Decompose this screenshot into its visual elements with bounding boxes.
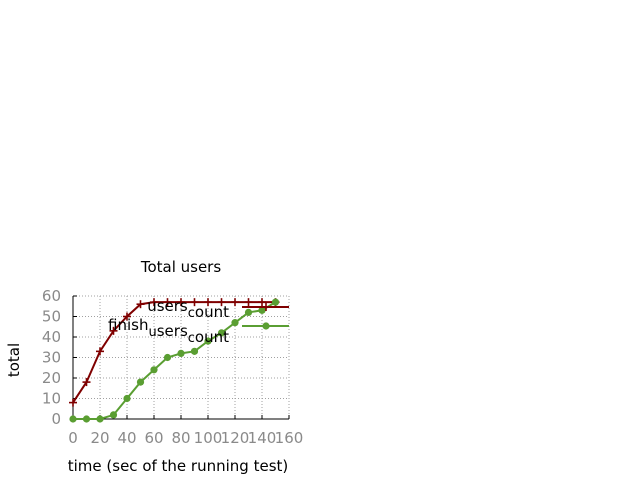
y-axis-label: total bbox=[5, 343, 23, 377]
data-point bbox=[150, 298, 158, 307]
chart-title: Total users bbox=[140, 258, 222, 276]
data-point bbox=[244, 308, 253, 316]
y-tick-label: 20 bbox=[42, 369, 61, 387]
data-point bbox=[123, 312, 131, 321]
data-point bbox=[136, 300, 145, 309]
series-layer bbox=[69, 298, 280, 423]
data-point bbox=[69, 398, 77, 407]
data-point bbox=[109, 411, 118, 419]
data-point bbox=[217, 329, 226, 337]
data-point bbox=[177, 298, 185, 307]
data-point bbox=[271, 298, 280, 306]
data-point bbox=[82, 415, 91, 423]
data-point bbox=[217, 298, 226, 307]
x-axis-label: time (sec of the running test) bbox=[68, 457, 289, 475]
data-point bbox=[258, 306, 266, 314]
data-point bbox=[258, 298, 266, 307]
x-tick-label: 40 bbox=[117, 429, 136, 447]
data-point bbox=[163, 353, 172, 362]
data-point bbox=[123, 394, 131, 403]
data-point bbox=[163, 298, 172, 307]
data-point bbox=[190, 298, 199, 307]
data-point bbox=[82, 378, 91, 387]
data-point bbox=[150, 366, 158, 374]
series-line-finish-users-count bbox=[73, 301, 277, 420]
y-tick-label: 60 bbox=[42, 287, 61, 305]
data-point bbox=[190, 347, 199, 355]
x-tick-label: 80 bbox=[171, 429, 190, 447]
x-tick-label: 0 bbox=[68, 429, 78, 447]
series-line-users-count bbox=[72, 301, 276, 404]
x-tick-label: 140 bbox=[248, 429, 277, 447]
y-tick-label: 30 bbox=[42, 349, 61, 367]
data-point bbox=[177, 349, 185, 357]
y-tick-label: 40 bbox=[42, 328, 61, 346]
data-point bbox=[69, 415, 77, 423]
y-tick-label: 50 bbox=[42, 308, 61, 326]
legend-entry-label: userscount bbox=[147, 297, 229, 321]
y-tick-label: 0 bbox=[51, 410, 61, 428]
legend-marker bbox=[262, 303, 270, 311]
x-tick-label: 100 bbox=[194, 429, 223, 447]
legend-entry-label: finishuserscount bbox=[108, 316, 229, 346]
x-tick-label: 120 bbox=[221, 429, 250, 447]
x-tick-label: 20 bbox=[90, 429, 109, 447]
data-point bbox=[96, 347, 104, 356]
data-point bbox=[204, 298, 212, 307]
data-point bbox=[244, 298, 253, 307]
data-point bbox=[136, 378, 145, 386]
x-tick-label: 60 bbox=[144, 429, 163, 447]
data-point bbox=[231, 298, 239, 307]
x-tick-label: 160 bbox=[275, 429, 304, 447]
data-point bbox=[109, 326, 118, 335]
y-tick-label: 10 bbox=[42, 390, 61, 408]
data-point bbox=[231, 319, 239, 327]
data-point bbox=[96, 415, 104, 423]
data-point bbox=[204, 337, 212, 345]
legend-marker bbox=[262, 322, 270, 330]
